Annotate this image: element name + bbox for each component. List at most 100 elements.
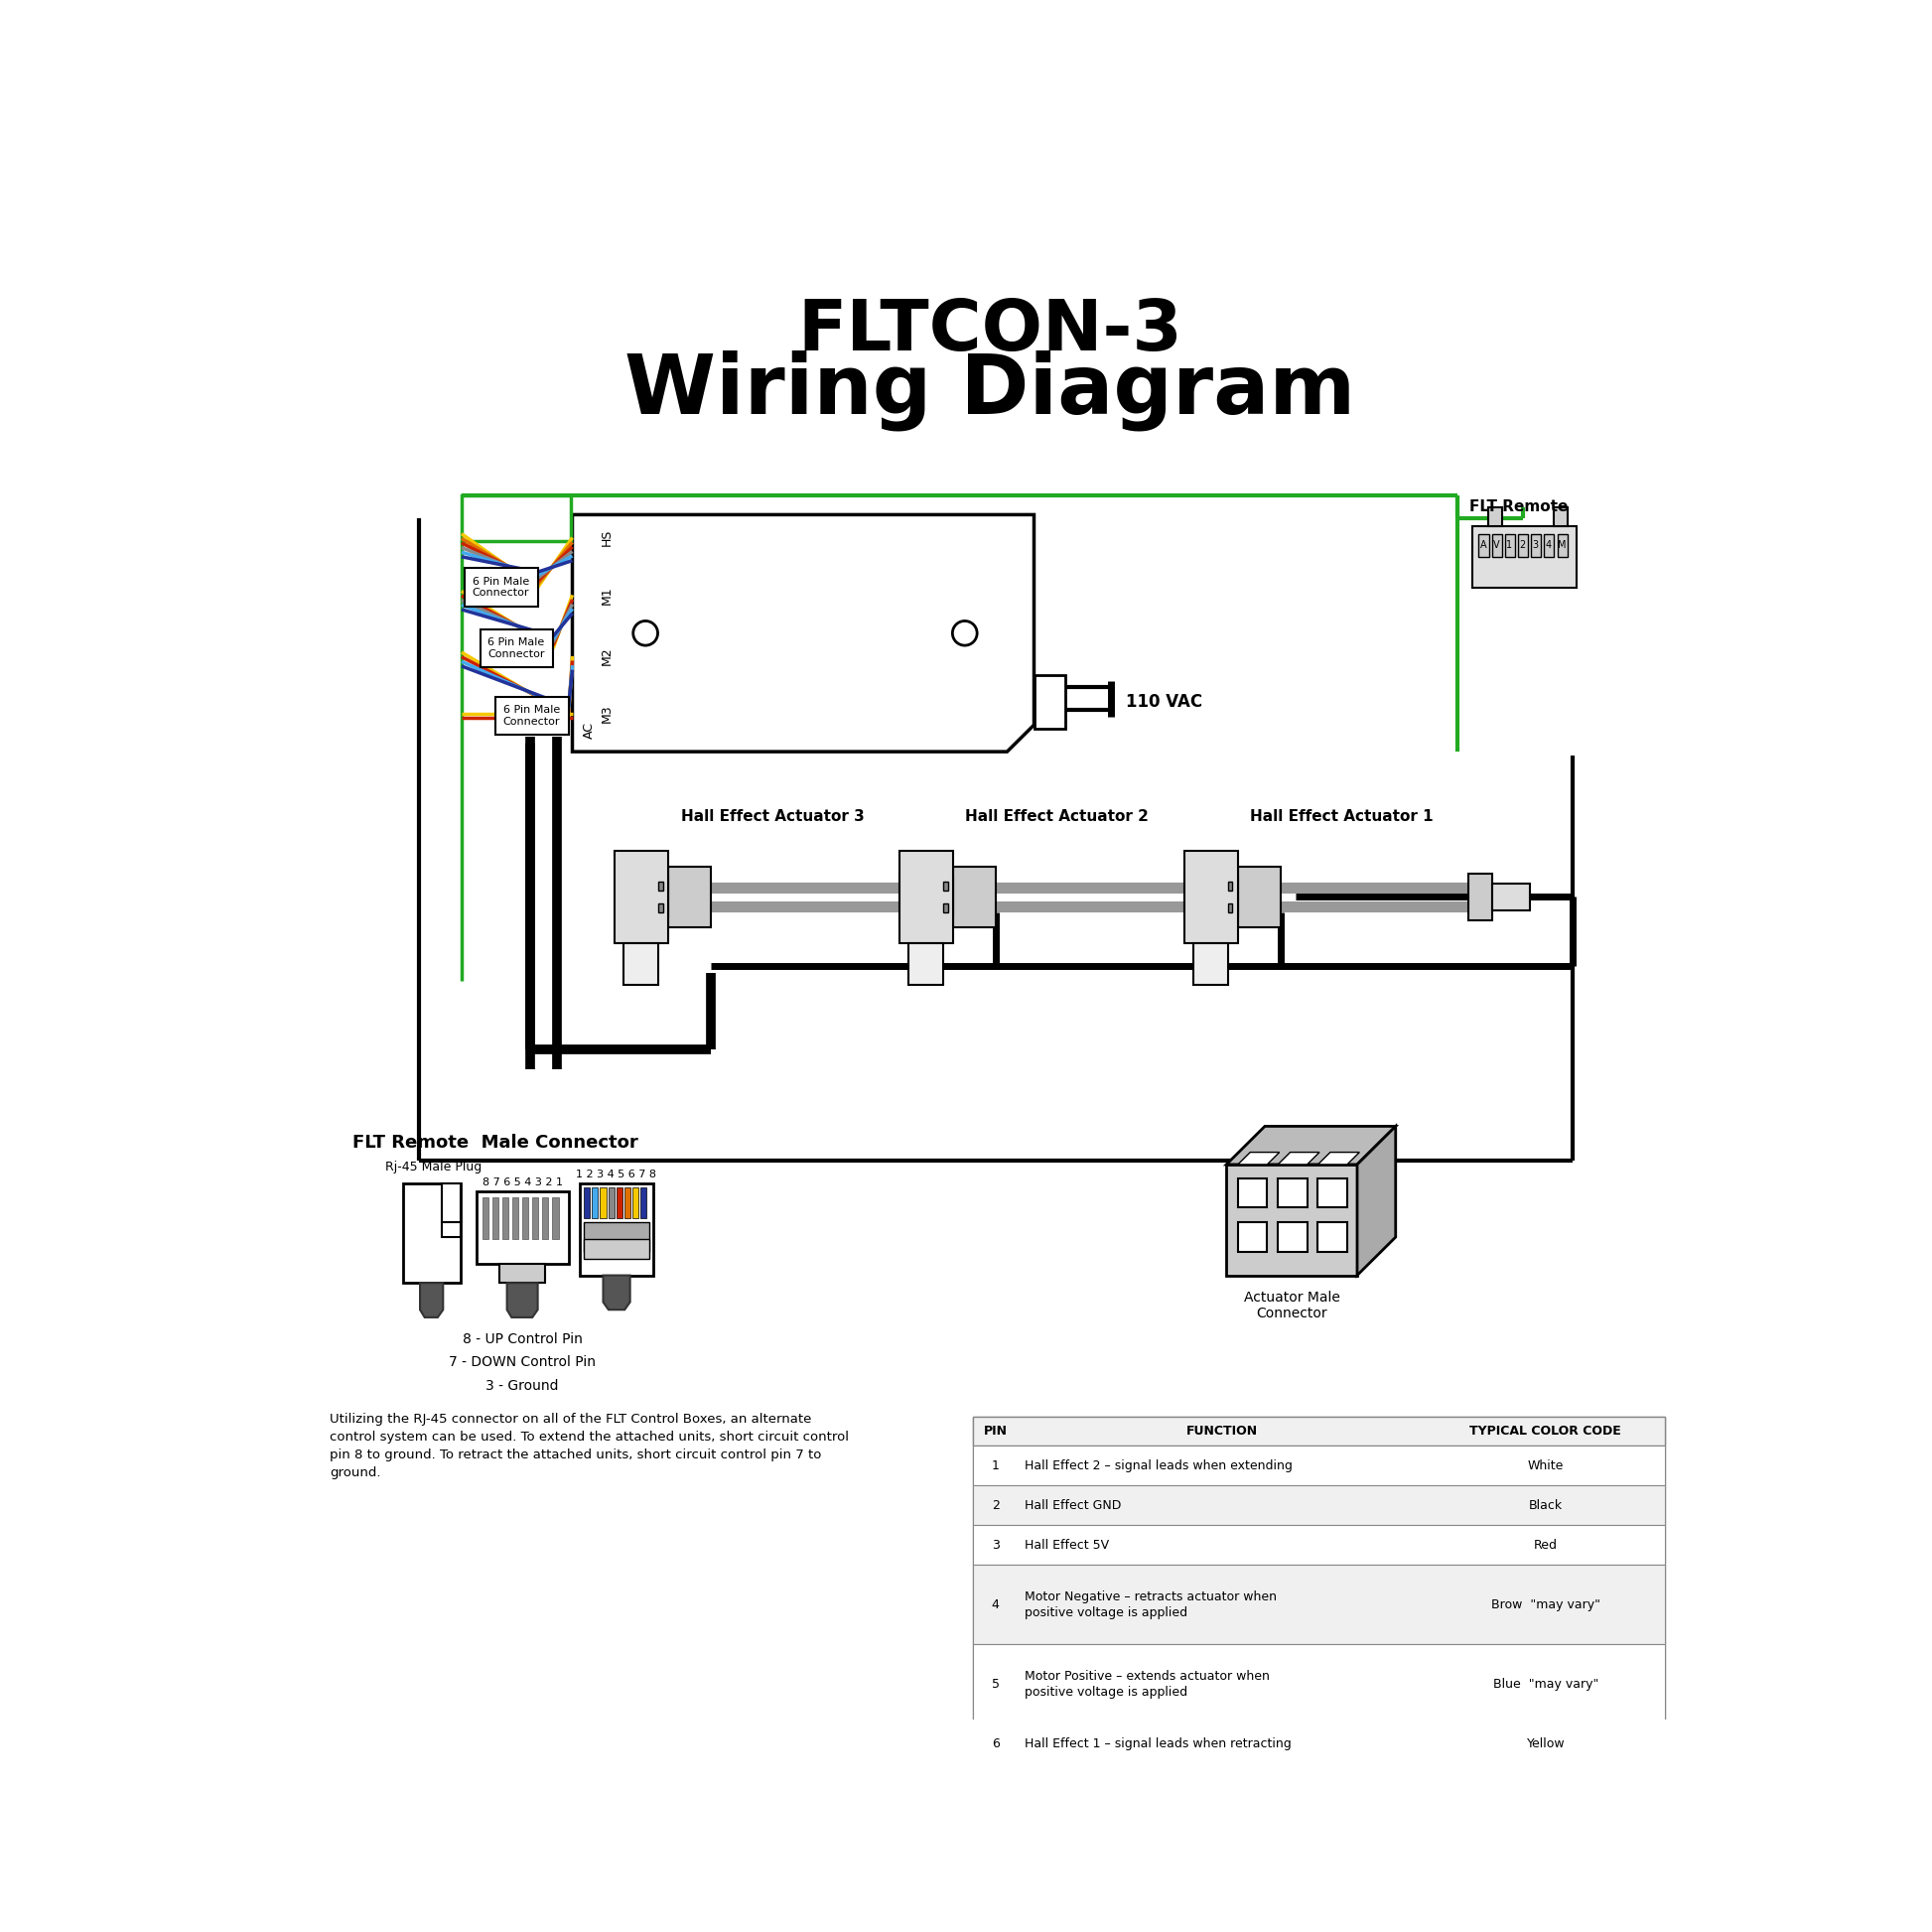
Text: 7 - DOWN Control Pin: 7 - DOWN Control Pin — [448, 1356, 595, 1370]
Text: 1 2 3 4 5 6 7 8: 1 2 3 4 5 6 7 8 — [576, 1169, 657, 1179]
Bar — [616, 1188, 622, 1217]
Bar — [442, 1221, 462, 1236]
Bar — [1034, 674, 1065, 728]
Text: FLT Remote: FLT Remote — [1470, 500, 1569, 514]
Bar — [1227, 1165, 1356, 1275]
Text: 4: 4 — [991, 1598, 999, 1611]
Text: A: A — [1480, 541, 1486, 551]
Bar — [1238, 1223, 1267, 1252]
Bar — [512, 1198, 518, 1240]
Text: 8 7 6 5 4 3 2 1: 8 7 6 5 4 3 2 1 — [483, 1177, 562, 1186]
Bar — [614, 852, 668, 943]
Polygon shape — [1318, 1151, 1360, 1165]
Bar — [1238, 1179, 1267, 1208]
Bar — [1478, 533, 1490, 556]
Bar — [493, 1198, 498, 1240]
Bar — [583, 1221, 649, 1252]
Bar — [639, 1188, 647, 1217]
Text: 3: 3 — [1532, 541, 1538, 551]
Polygon shape — [1238, 1151, 1279, 1165]
Text: Black: Black — [1528, 1499, 1563, 1513]
Bar — [1208, 883, 1246, 910]
Bar — [972, 1565, 1665, 1644]
Bar — [1238, 866, 1281, 927]
Bar — [498, 1264, 545, 1283]
Bar — [922, 883, 960, 910]
Bar — [943, 902, 949, 912]
Bar — [624, 943, 659, 985]
Bar — [442, 1184, 462, 1221]
Text: 8 - UP Control Pin: 8 - UP Control Pin — [462, 1333, 582, 1347]
Text: Hall Effect Actuator 2: Hall Effect Actuator 2 — [966, 810, 1150, 825]
Text: PIN: PIN — [983, 1424, 1007, 1437]
Text: Hall Effect Actuator 3: Hall Effect Actuator 3 — [680, 810, 864, 825]
Bar — [952, 866, 995, 927]
Bar — [464, 568, 537, 607]
Text: 1: 1 — [991, 1459, 999, 1472]
Bar — [522, 1198, 529, 1240]
Text: 3: 3 — [991, 1538, 999, 1551]
Text: FLTCON-3: FLTCON-3 — [798, 298, 1182, 365]
Bar — [404, 1184, 462, 1283]
Text: Hall Effect Actuator 1: Hall Effect Actuator 1 — [1250, 810, 1434, 825]
Bar — [1229, 902, 1233, 912]
Bar — [1277, 1179, 1308, 1208]
Bar — [908, 943, 943, 985]
Text: Rj-45 Male Plug: Rj-45 Male Plug — [386, 1161, 483, 1173]
Bar — [657, 877, 668, 916]
Polygon shape — [1227, 1126, 1395, 1165]
Bar — [1557, 533, 1567, 556]
Bar — [609, 1188, 614, 1217]
Text: Hall Effect 2 – signal leads when extending: Hall Effect 2 – signal leads when extend… — [1024, 1459, 1293, 1472]
Text: Actuator Male
Connector: Actuator Male Connector — [1244, 1291, 1341, 1321]
Text: Hall Effect 1 – signal leads when retracting: Hall Effect 1 – signal leads when retrac… — [1024, 1737, 1293, 1750]
Polygon shape — [1356, 1126, 1395, 1275]
Text: TYPICAL COLOR CODE: TYPICAL COLOR CODE — [1470, 1424, 1621, 1437]
Bar — [1519, 533, 1528, 556]
Bar — [553, 1198, 558, 1240]
Bar — [668, 866, 711, 927]
Text: M3: M3 — [601, 703, 614, 723]
Bar — [1227, 877, 1238, 916]
Text: M1: M1 — [601, 585, 614, 605]
Bar — [900, 852, 952, 943]
Text: V: V — [1493, 541, 1499, 551]
Polygon shape — [1277, 1151, 1320, 1165]
Text: Blue  "may vary": Blue "may vary" — [1493, 1677, 1598, 1690]
Text: 1: 1 — [1507, 541, 1513, 551]
Bar — [1318, 1223, 1347, 1252]
Text: 5: 5 — [991, 1677, 999, 1690]
Bar — [1492, 533, 1501, 556]
Bar — [943, 881, 949, 891]
Bar — [941, 877, 952, 916]
Bar — [1194, 943, 1229, 985]
Bar — [1472, 526, 1577, 587]
Polygon shape — [603, 1275, 630, 1310]
Bar — [583, 1240, 649, 1258]
Text: AC: AC — [583, 723, 595, 738]
Bar — [502, 1198, 508, 1240]
Text: 110 VAC: 110 VAC — [1126, 694, 1204, 711]
Text: Hall Effect 5V: Hall Effect 5V — [1024, 1538, 1109, 1551]
Text: Utilizing the RJ-45 connector on all of the FLT Control Boxes, an alternate
cont: Utilizing the RJ-45 connector on all of … — [330, 1412, 850, 1480]
Bar — [1544, 533, 1553, 556]
Text: HS: HS — [601, 529, 614, 547]
Polygon shape — [572, 514, 1034, 752]
Bar — [972, 1524, 1665, 1565]
Text: Brow  "may vary": Brow "may vary" — [1492, 1598, 1600, 1611]
Bar — [659, 881, 663, 891]
Text: 6 Pin Male
Connector: 6 Pin Male Connector — [487, 638, 545, 659]
Bar — [1492, 883, 1530, 910]
Bar — [632, 1188, 638, 1217]
Text: 6: 6 — [991, 1737, 999, 1750]
Bar — [1553, 506, 1567, 526]
Bar — [972, 1445, 1665, 1486]
Polygon shape — [506, 1283, 537, 1318]
Text: Motor Negative – retracts actuator when
positive voltage is applied: Motor Negative – retracts actuator when … — [1024, 1590, 1277, 1619]
Bar — [483, 1198, 489, 1240]
Text: Hall Effect GND: Hall Effect GND — [1024, 1499, 1121, 1513]
Bar — [601, 1188, 607, 1217]
Bar — [543, 1198, 549, 1240]
Bar — [1488, 506, 1501, 526]
Text: Motor Positive – extends actuator when
positive voltage is applied: Motor Positive – extends actuator when p… — [1024, 1669, 1269, 1698]
